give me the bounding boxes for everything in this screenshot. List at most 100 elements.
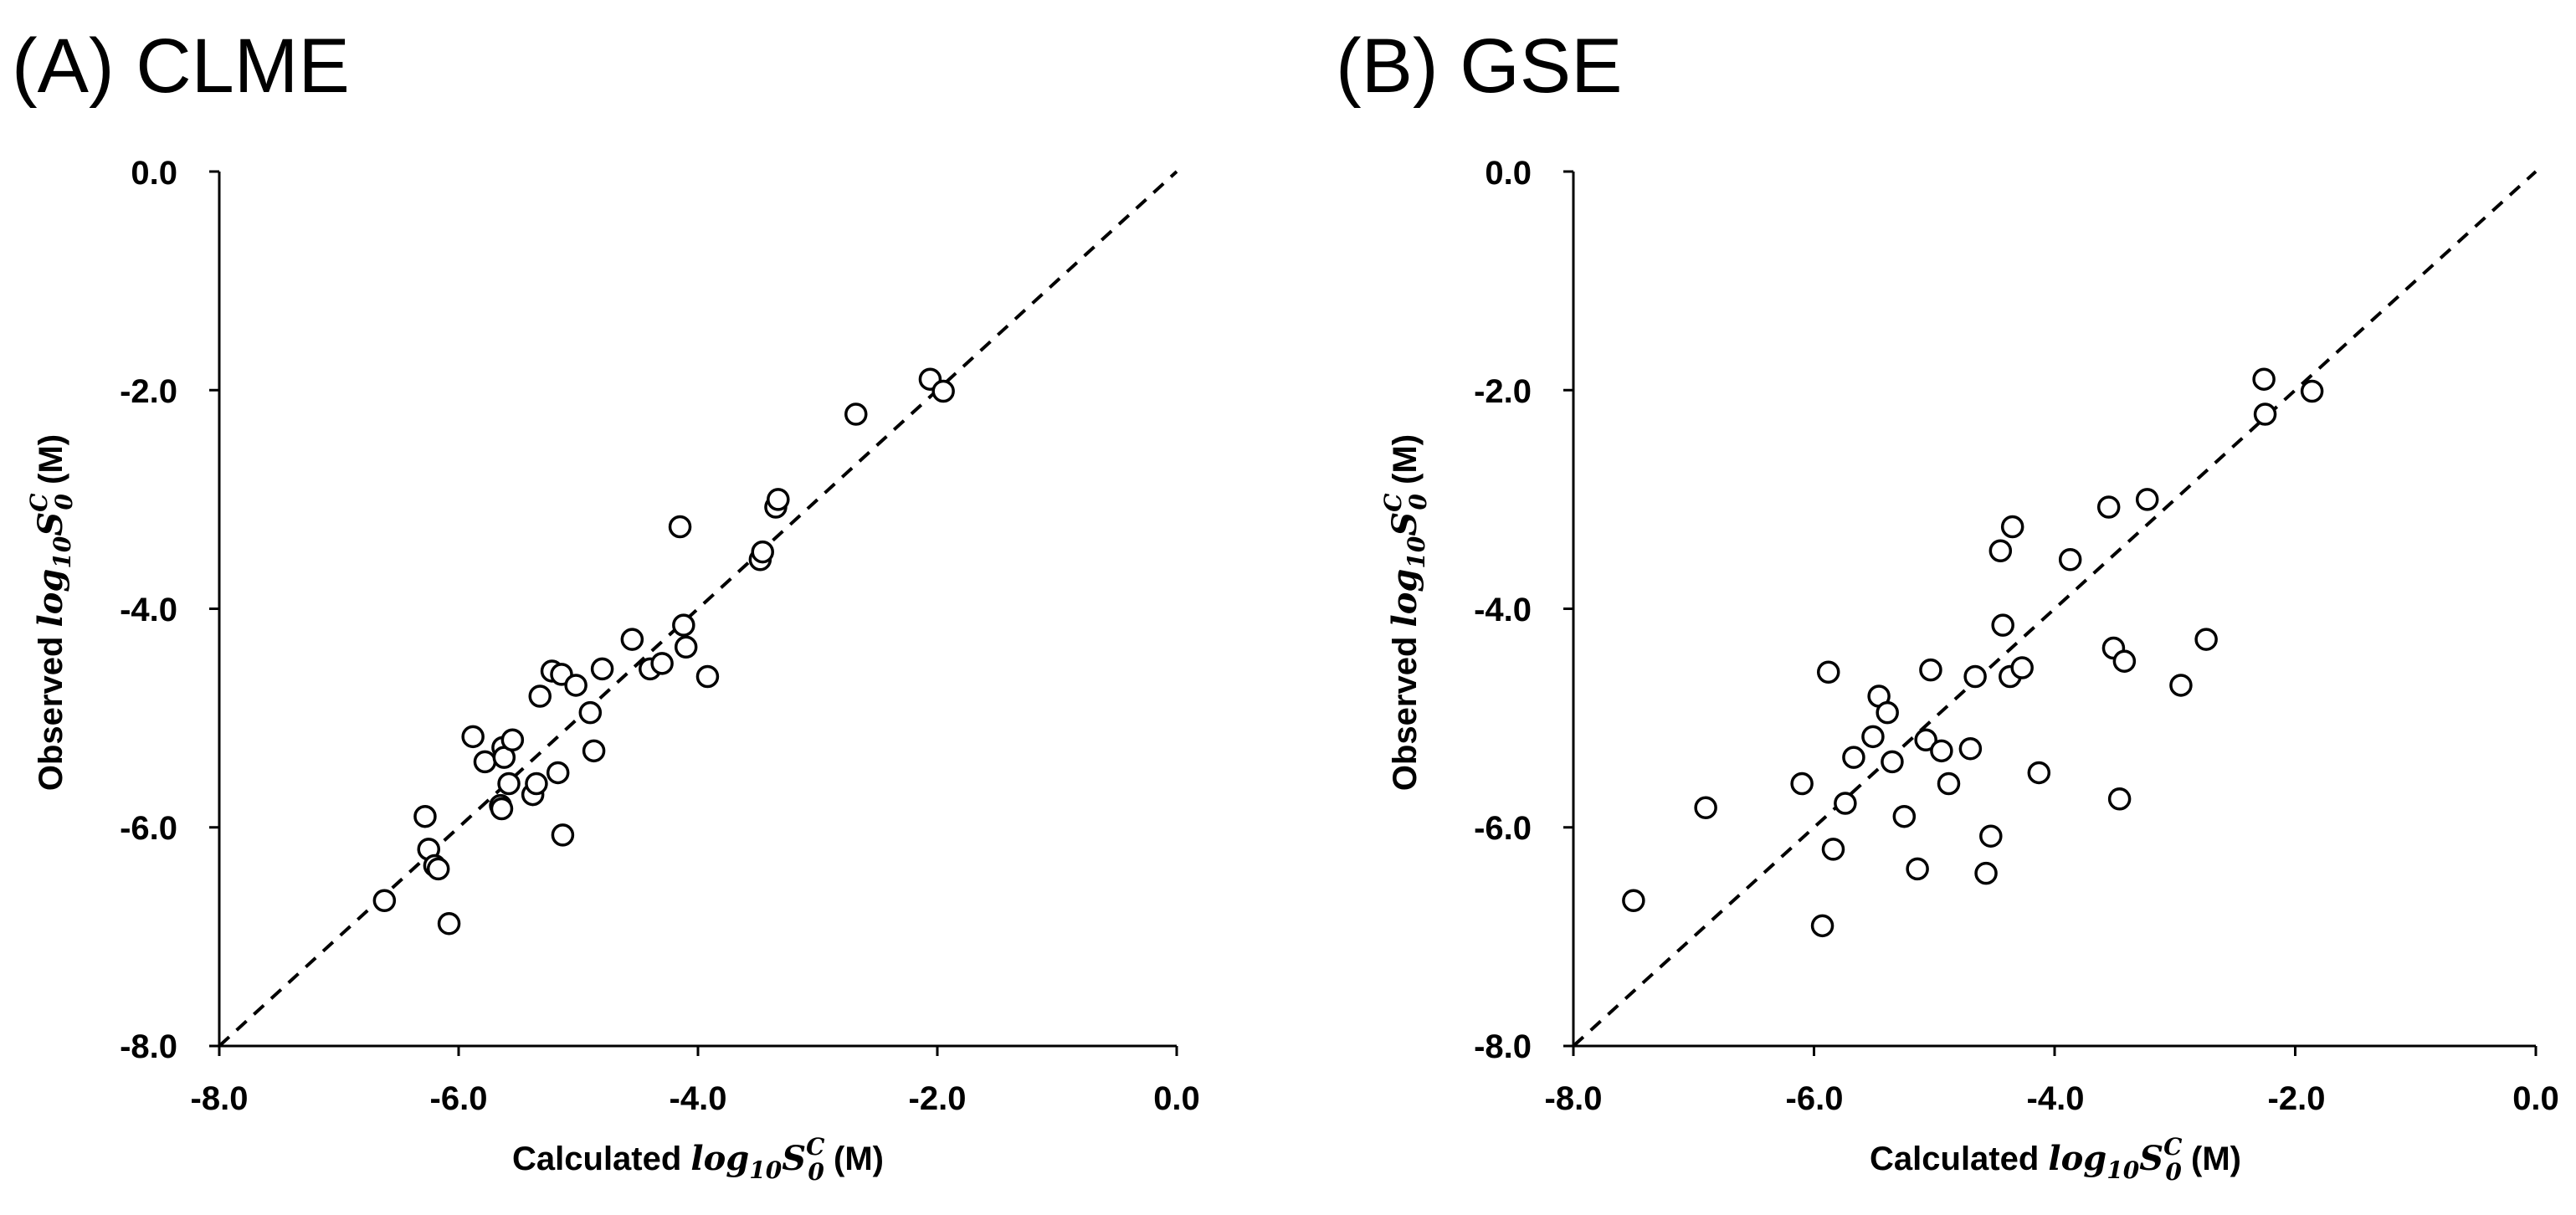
data-point (497, 772, 521, 796)
y-axis-title: Observed log10SC0 (M) (25, 434, 78, 791)
y-tick-label: -4.0 (120, 592, 177, 628)
data-point (1958, 736, 1983, 761)
plot-area (1563, 170, 2538, 1056)
x-tick-label: -2.0 (909, 1080, 967, 1117)
data-point (672, 613, 695, 637)
data-point (473, 750, 497, 774)
data-point (1622, 889, 1645, 913)
panel-title: (A) CLME (12, 23, 350, 109)
data-point (2096, 495, 2121, 519)
data-point (564, 674, 588, 697)
y-axis-title: Observed log10SC0 (M) (1379, 434, 1432, 791)
x-axis-title: Calculated log10SC 0 (M) (512, 1133, 884, 1186)
data-point (372, 889, 397, 913)
x-tick-label: -4.0 (670, 1080, 727, 1117)
data-point (1988, 539, 2013, 563)
data-point (1919, 658, 1942, 682)
data-point (578, 700, 603, 725)
y-tick-label: -2.0 (120, 373, 177, 410)
data-point (2135, 488, 2159, 511)
x-tick-label: -6.0 (1786, 1080, 1844, 1117)
data-point (1817, 660, 1840, 684)
data-point (931, 379, 955, 403)
data-point (1930, 739, 1953, 763)
data-point (1963, 664, 1987, 689)
data-point (1861, 725, 1885, 749)
y-tick-label: -8.0 (1474, 1028, 1532, 1065)
data-point (500, 728, 525, 751)
y-tick-label: 0.0 (131, 155, 177, 192)
data-point (767, 488, 790, 511)
data-point (461, 725, 485, 749)
data-point (1937, 772, 1961, 796)
data-point (1914, 728, 1937, 751)
data-point (1979, 824, 2003, 848)
data-point (490, 797, 514, 821)
x-tick-labels: -8.0 -6.0 -4.0 -2.0 0.0 (191, 1080, 1200, 1117)
data-point (582, 739, 606, 763)
data-point (426, 857, 450, 881)
data-point (1892, 804, 1917, 828)
data-point (437, 911, 461, 936)
y-tick-label: -6.0 (1474, 810, 1532, 847)
data-point (2252, 367, 2276, 391)
x-tick-label: -8.0 (1545, 1080, 1603, 1117)
y-tick-label: 0.0 (1485, 155, 1532, 192)
data-point (674, 635, 698, 659)
identity-line (218, 170, 1178, 1048)
data-point (2107, 787, 2132, 811)
data-point (1991, 613, 2014, 637)
data-point (1906, 857, 1929, 881)
x-tick-label: -2.0 (2268, 1080, 2326, 1117)
y-tick-labels: 0.0 -2.0 -4.0 -6.0 -8.0 (120, 155, 177, 1065)
identity-line (1572, 170, 2538, 1048)
data-point (525, 772, 548, 796)
data-point (2010, 656, 2034, 679)
data-point (751, 540, 774, 564)
data-point (2300, 379, 2324, 403)
x-tick-label: -6.0 (430, 1080, 488, 1117)
data-point (1810, 914, 1835, 938)
x-tick-label: -8.0 (191, 1080, 249, 1117)
plot-area (209, 170, 1178, 1056)
y-tick-label: -4.0 (1474, 592, 1532, 628)
data-point (1881, 750, 1904, 774)
data-point (1790, 772, 1814, 796)
y-tick-label: -8.0 (120, 1028, 177, 1065)
data-point (620, 628, 644, 651)
data-point (546, 761, 570, 785)
data-point (2027, 761, 2051, 785)
x-axis-title: Calculated log10SC 0 (M) (1870, 1133, 2241, 1186)
x-tick-label: 0.0 (1153, 1080, 1200, 1117)
data-point (1694, 796, 1717, 819)
data-point (1974, 861, 1998, 885)
data-point (528, 684, 552, 708)
panel-title: (B) GSE (1336, 23, 1622, 109)
y-tick-label: -2.0 (1474, 373, 1532, 410)
data-point (2112, 649, 2137, 673)
data-point (1821, 838, 1845, 861)
data-point (695, 664, 720, 689)
data-point (650, 652, 674, 675)
panel-clme: (A) CLME 0.0 -2.0 -4.0 -6.0 -8.0 -8.0 -6… (12, 23, 1200, 1186)
panel-gse: (B) GSE 0.0 -2.0 -4.0 -6.0 -8.0 -8.0 -6.… (1336, 23, 2559, 1186)
x-tick-labels: -8.0 -6.0 -4.0 -2.0 0.0 (1545, 1080, 2559, 1117)
data-point (2000, 515, 2024, 539)
data-point (590, 657, 614, 681)
data-point (1842, 746, 1865, 769)
data-point (844, 402, 868, 426)
data-point (551, 823, 575, 847)
x-tick-label: -4.0 (2027, 1080, 2085, 1117)
data-point (413, 804, 437, 828)
data-point (1876, 700, 1899, 725)
data-point (2194, 628, 2218, 651)
data-point (2169, 674, 2193, 697)
data-point (1834, 792, 1857, 815)
data-point (2058, 547, 2082, 572)
data-point (2253, 402, 2277, 426)
y-tick-labels: 0.0 -2.0 -4.0 -6.0 -8.0 (1474, 155, 1532, 1065)
y-tick-label: -6.0 (120, 810, 177, 847)
data-point (668, 515, 692, 539)
x-tick-label: 0.0 (2512, 1080, 2559, 1117)
